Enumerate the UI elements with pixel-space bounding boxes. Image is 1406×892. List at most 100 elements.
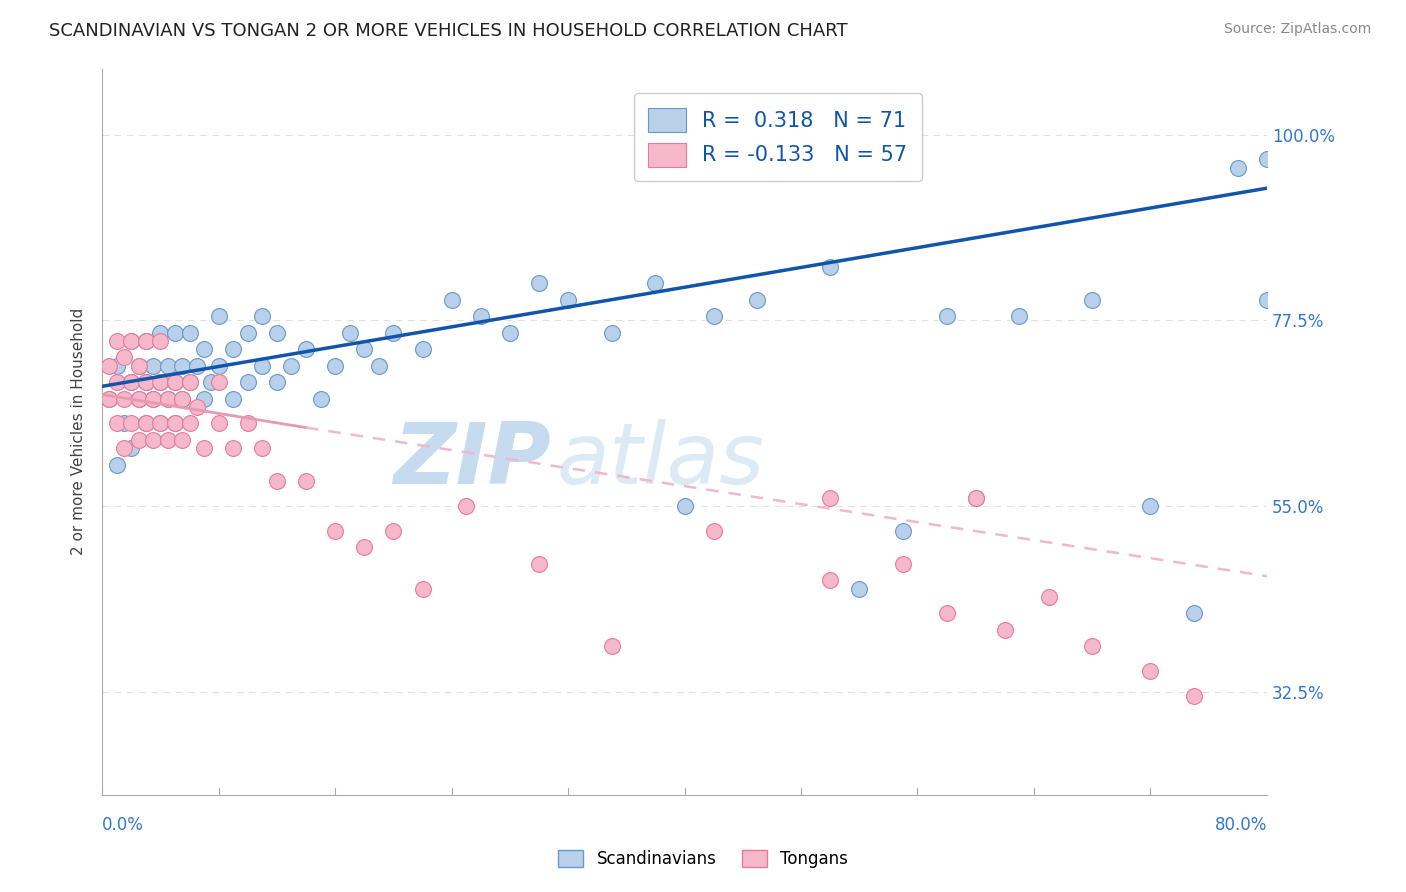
Point xyxy=(1226,161,1249,175)
Point xyxy=(135,334,157,348)
Point xyxy=(208,375,231,389)
Point xyxy=(935,607,957,621)
Point xyxy=(1038,590,1060,604)
Point xyxy=(163,417,186,431)
Point xyxy=(179,375,201,389)
Point xyxy=(236,375,259,389)
Point xyxy=(818,491,841,505)
Text: 80.0%: 80.0% xyxy=(1215,815,1267,833)
Point xyxy=(309,392,332,406)
Point xyxy=(236,417,259,431)
Legend: Scandinavians, Tongans: Scandinavians, Tongans xyxy=(551,843,855,875)
Point xyxy=(128,392,150,406)
Point xyxy=(135,417,157,431)
Point xyxy=(600,640,623,654)
Point xyxy=(499,326,522,340)
Point xyxy=(98,392,121,406)
Point xyxy=(703,524,725,538)
Point xyxy=(149,326,172,340)
Point xyxy=(142,359,165,373)
Point xyxy=(353,541,375,555)
Point xyxy=(142,392,165,406)
Point xyxy=(200,375,222,389)
Point xyxy=(105,359,128,373)
Point xyxy=(367,359,389,373)
Point xyxy=(105,334,128,348)
Point xyxy=(120,375,142,389)
Point xyxy=(172,392,194,406)
Point xyxy=(470,309,492,323)
Text: SCANDINAVIAN VS TONGAN 2 OR MORE VEHICLES IN HOUSEHOLD CORRELATION CHART: SCANDINAVIAN VS TONGAN 2 OR MORE VEHICLE… xyxy=(49,22,848,40)
Point xyxy=(105,375,128,389)
Point xyxy=(1081,640,1104,654)
Text: Source: ZipAtlas.com: Source: ZipAtlas.com xyxy=(1223,22,1371,37)
Point xyxy=(112,417,135,431)
Point xyxy=(323,359,346,373)
Point xyxy=(142,433,165,447)
Point xyxy=(252,309,274,323)
Point xyxy=(1139,664,1161,678)
Point xyxy=(456,499,478,513)
Point xyxy=(128,359,150,373)
Point xyxy=(222,441,245,455)
Point xyxy=(179,417,201,431)
Point xyxy=(120,334,142,348)
Point xyxy=(135,417,157,431)
Point xyxy=(1256,293,1278,307)
Point xyxy=(193,342,215,356)
Point xyxy=(172,359,194,373)
Point xyxy=(411,342,433,356)
Point xyxy=(1182,689,1205,703)
Point xyxy=(120,417,142,431)
Text: atlas: atlas xyxy=(557,419,765,502)
Y-axis label: 2 or more Vehicles in Household: 2 or more Vehicles in Household xyxy=(72,308,86,556)
Point xyxy=(135,334,157,348)
Point xyxy=(156,433,179,447)
Point xyxy=(557,293,579,307)
Point xyxy=(818,574,841,588)
Point xyxy=(128,359,150,373)
Point xyxy=(149,417,172,431)
Text: ZIP: ZIP xyxy=(394,419,551,502)
Point xyxy=(382,326,405,340)
Point xyxy=(98,359,121,373)
Point xyxy=(128,433,150,447)
Point xyxy=(252,359,274,373)
Point xyxy=(156,392,179,406)
Point xyxy=(1256,153,1278,167)
Point xyxy=(266,474,288,488)
Point xyxy=(644,276,666,290)
Point xyxy=(120,441,142,455)
Point xyxy=(135,375,157,389)
Point xyxy=(965,491,987,505)
Point xyxy=(142,392,165,406)
Point xyxy=(179,326,201,340)
Point xyxy=(179,375,201,389)
Point xyxy=(1182,607,1205,621)
Point xyxy=(208,359,231,373)
Point xyxy=(1008,309,1031,323)
Point xyxy=(673,499,696,513)
Point xyxy=(266,375,288,389)
Point xyxy=(163,326,186,340)
Point xyxy=(112,441,135,455)
Point xyxy=(236,326,259,340)
Point xyxy=(208,309,231,323)
Point xyxy=(222,392,245,406)
Point xyxy=(600,326,623,340)
Point xyxy=(149,417,172,431)
Point xyxy=(266,326,288,340)
Point xyxy=(135,375,157,389)
Point xyxy=(965,491,987,505)
Point xyxy=(149,375,172,389)
Point xyxy=(222,342,245,356)
Point xyxy=(280,359,302,373)
Point xyxy=(98,392,121,406)
Point xyxy=(891,557,914,571)
Point xyxy=(353,342,375,356)
Point xyxy=(1139,499,1161,513)
Point xyxy=(149,334,172,348)
Point xyxy=(703,309,725,323)
Point xyxy=(156,392,179,406)
Point xyxy=(120,375,142,389)
